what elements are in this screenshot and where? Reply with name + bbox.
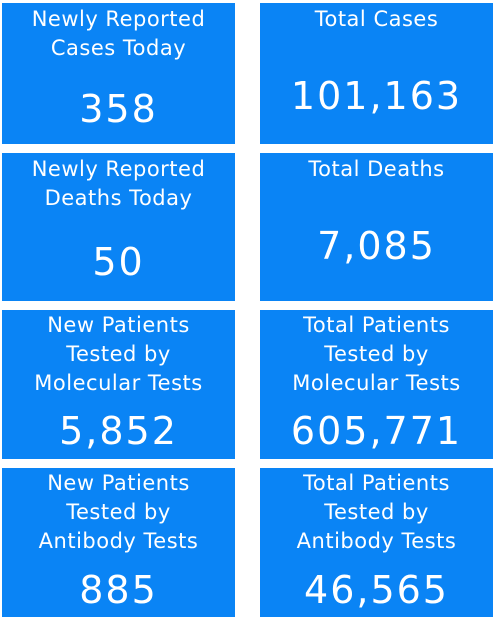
tile-label: Total Deaths [308,157,445,181]
total-molecular-tests-tile: Total Patients Tested by Molecular Tests… [260,310,493,459]
tile-label: Newly Reported Cases Today [31,7,206,60]
newly-reported-deaths-tile: Newly Reported Deaths Today 50 [2,153,235,301]
newly-reported-cases-tile: Newly Reported Cases Today 358 [2,3,235,144]
tile-label: Newly Reported Deaths Today [31,157,206,210]
tile-label: New Patients Tested by Antibody Tests [38,471,199,553]
tile-label: Total Patients Tested by Antibody Tests [296,471,457,553]
new-antibody-tests-tile: New Patients Tested by Antibody Tests 88… [2,468,235,617]
tile-value: 7,085 [317,224,436,268]
tile-value: 358 [79,87,158,131]
tile-value: 101,163 [290,74,463,118]
tile-label: New Patients Tested by Molecular Tests [34,313,203,395]
tile-label: Total Patients Tested by Molecular Tests [292,313,461,395]
total-cases-tile: Total Cases 101,163 [260,3,493,144]
tile-value: 605,771 [290,409,463,453]
total-deaths-tile: Total Deaths 7,085 [260,153,493,301]
new-molecular-tests-tile: New Patients Tested by Molecular Tests 5… [2,310,235,459]
tile-value: 885 [79,568,158,612]
tile-label: Total Cases [314,7,439,31]
tile-value: 50 [92,240,145,284]
total-antibody-tests-tile: Total Patients Tested by Antibody Tests … [260,468,493,617]
tile-value: 46,565 [304,568,449,612]
tile-value: 5,852 [59,409,178,453]
